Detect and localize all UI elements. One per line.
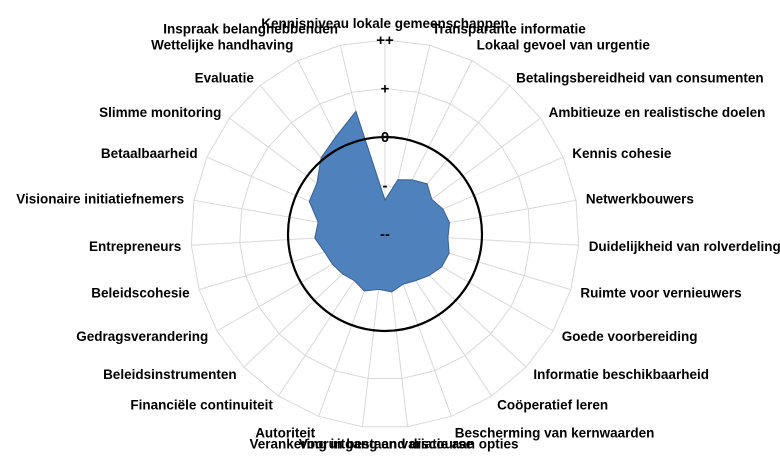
category-label: Beleidscohesie bbox=[91, 286, 190, 301]
category-label: Wettelijke handhaving bbox=[151, 38, 293, 53]
radial-tick-label: ++ bbox=[376, 32, 394, 49]
category-label: Kennisniveau lokale gemeenschappen bbox=[261, 16, 509, 31]
category-label: Goede voorbereiding bbox=[562, 329, 698, 344]
radial-tick-labels: ---0+++ bbox=[376, 32, 394, 243]
category-label: Beleidsinstrumenten bbox=[103, 367, 237, 382]
reference-ring bbox=[286, 135, 484, 333]
category-label: Verankering in bestaand discourse bbox=[250, 437, 474, 452]
category-label: Coöperatief leren bbox=[497, 397, 608, 412]
radial-tick-label: -- bbox=[380, 226, 390, 243]
radial-tick-label: - bbox=[383, 178, 388, 195]
radial-tick-label: + bbox=[381, 81, 390, 98]
category-label: Ruimte voor vernieuwers bbox=[580, 286, 741, 301]
grid-ring bbox=[190, 39, 580, 428]
category-labels: Kennisniveau lokale gemeenschappenTransp… bbox=[16, 16, 780, 452]
category-label: Lokaal gevoel van urgentie bbox=[477, 38, 651, 53]
category-label: Entrepreneurs bbox=[89, 239, 181, 254]
category-label: Vooruitgang en variatie aan opties bbox=[299, 437, 519, 452]
series-layer bbox=[308, 110, 450, 293]
category-label: Betalingsbereidheid van consumenten bbox=[516, 71, 764, 86]
category-label: Autoriteit bbox=[255, 426, 315, 441]
category-label: Duidelijkheid van rolverdeling bbox=[589, 239, 780, 254]
category-label: Kennis cohesie bbox=[572, 146, 672, 161]
series-area bbox=[308, 110, 450, 293]
category-label: Netwerkbouwers bbox=[586, 192, 694, 207]
category-label: Financiële continuiteit bbox=[130, 397, 273, 412]
category-label: Evaluatie bbox=[195, 71, 255, 86]
category-label: Visionaire initiatiefnemers bbox=[16, 192, 184, 207]
category-label: Inspraak belanghebbenden bbox=[163, 22, 338, 37]
category-label: Betaalbaarheid bbox=[101, 146, 198, 161]
category-label: Bescherming van kernwaarden bbox=[455, 426, 655, 441]
category-label: Informatie beschikbaarheid bbox=[533, 367, 709, 382]
grid-ring bbox=[239, 87, 531, 380]
category-label: Slimme monitoring bbox=[99, 105, 221, 120]
radial-tick-label: 0 bbox=[381, 129, 389, 146]
category-label: Transparante informatie bbox=[432, 22, 586, 37]
reference-ring-layer bbox=[286, 135, 484, 333]
category-label: Gedragsverandering bbox=[76, 329, 208, 344]
category-label: Ambitieuze en realistische doelen bbox=[549, 105, 766, 120]
